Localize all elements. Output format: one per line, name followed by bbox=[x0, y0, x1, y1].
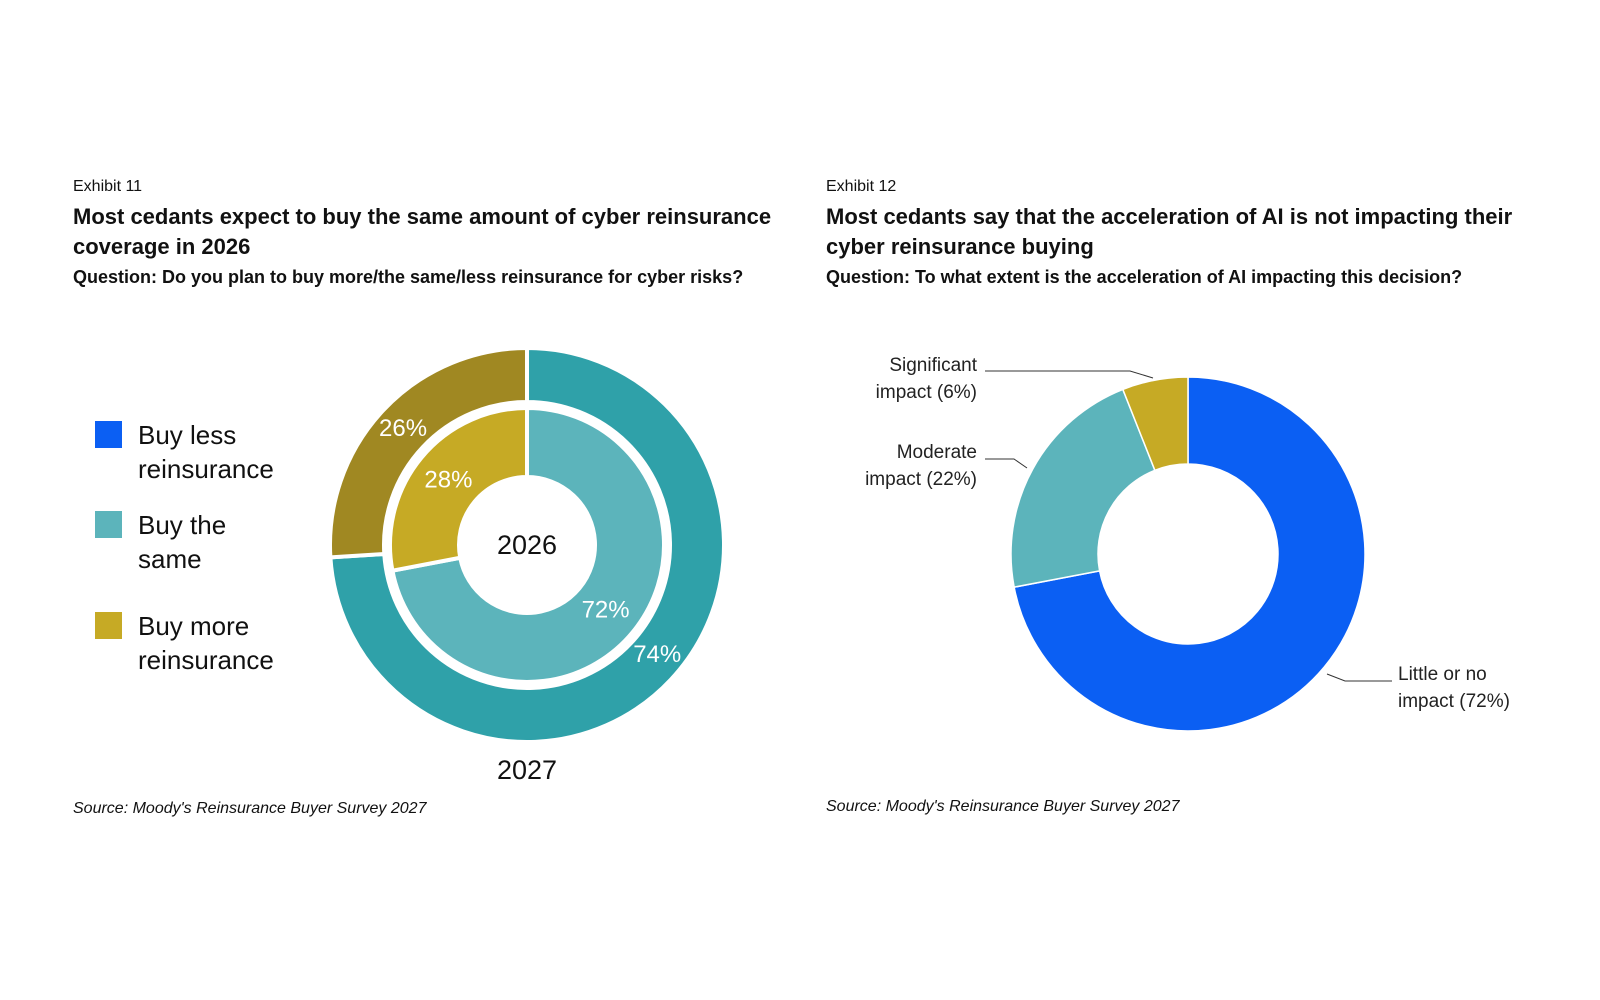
exhibit-12-label: Exhibit 12 bbox=[826, 178, 897, 195]
ring-2027-slice-buy-more-reinsurance bbox=[328, 345, 529, 560]
exhibit-12-title: Most cedants say that the acceleration o… bbox=[826, 204, 1513, 259]
exhibit-11-question: Question: Do you plan to buy more/the sa… bbox=[73, 267, 744, 287]
slice-little-or-no-impact-72 bbox=[1013, 376, 1366, 732]
legend-swatch-buy-more bbox=[95, 612, 122, 639]
exhibit-11-header: Exhibit 11 Most cedants expect to buy th… bbox=[73, 178, 773, 291]
exhibit-12-header: Exhibit 12 Most cedants say that the acc… bbox=[826, 178, 1546, 291]
chart-ai-impact: Little or no impact (72%) Moderate impact (… bbox=[865, 355, 1510, 732]
data-label-2027-buy-more-reinsurance: 26% bbox=[379, 415, 427, 442]
legend-label-buy-more: Buy more reinsurance bbox=[138, 611, 274, 675]
chart-cyber-reinsurance-buying: 74% 26% 72% 28% 2026 2027 bbox=[328, 345, 726, 785]
exhibit-11-label: Exhibit 11 bbox=[73, 178, 143, 195]
leader-line-moderate-impact-22 bbox=[985, 458, 1028, 469]
legend-label-buy-same: Buy the same bbox=[138, 510, 227, 574]
legend-label-buy-less: Buy less reinsurance bbox=[138, 420, 274, 484]
exhibit-12-source: Source: Moody's Reinsurance Buyer Survey… bbox=[826, 798, 1180, 815]
callout-label-little-or-no-impact-72: Little or no impact (72%) bbox=[1398, 664, 1510, 712]
callout-label-significant-impact-6: Significant impact (6%) bbox=[876, 355, 978, 403]
leader-line-significant-impact-6 bbox=[985, 370, 1154, 379]
ring-2026-slice-buy-the-same bbox=[390, 405, 666, 684]
callout-label-moderate-impact-22: Moderate impact (22%) bbox=[865, 442, 977, 490]
slice-significant-impact-6 bbox=[1121, 376, 1189, 472]
slice-moderate-impact-22 bbox=[1010, 388, 1156, 589]
ring-2027-slice-buy-the-same bbox=[328, 345, 726, 744]
exhibit-11-source: Source: Moody's Reinsurance Buyer Survey… bbox=[73, 800, 427, 817]
outer-ring-year-label: 2027 bbox=[497, 755, 557, 785]
ring-2026-slice-buy-more-reinsurance bbox=[388, 405, 529, 574]
inner-ring-year-label: 2026 bbox=[497, 530, 557, 560]
legend-swatch-buy-same bbox=[95, 511, 122, 538]
data-label-2026-buy-the-same: 72% bbox=[582, 597, 630, 624]
data-label-2026-buy-more-reinsurance: 28% bbox=[424, 466, 472, 493]
exhibit-11-title: Most cedants expect to buy the same amou… bbox=[73, 204, 772, 259]
exhibit-12-question: Question: To what extent is the accelera… bbox=[826, 267, 1463, 287]
legend-swatch-buy-less bbox=[95, 421, 122, 448]
data-label-2027-buy-the-same: 74% bbox=[633, 641, 681, 668]
leader-line-little-or-no-impact-72 bbox=[1326, 673, 1392, 682]
